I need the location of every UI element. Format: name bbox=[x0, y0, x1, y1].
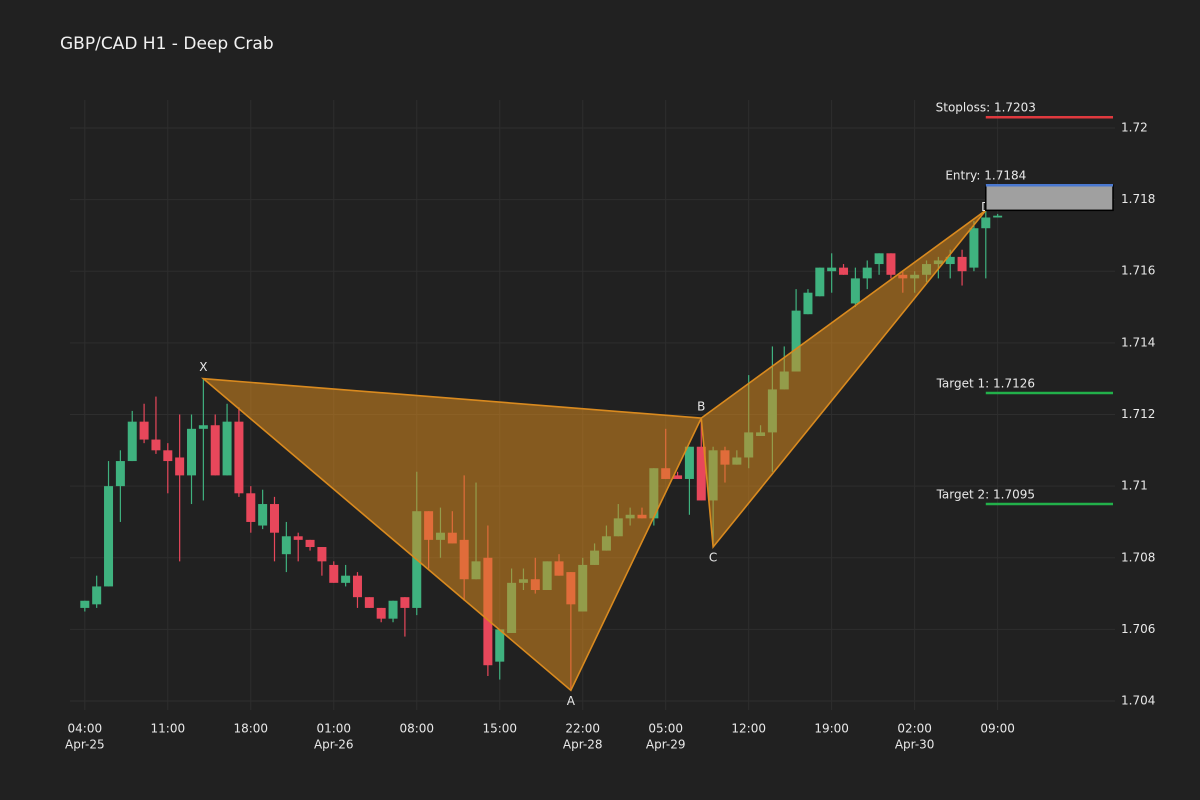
y-tick-label: 1.704 bbox=[1121, 694, 1155, 708]
x-tick-label: 04:00 bbox=[68, 722, 103, 736]
x-tick-date: Apr-25 bbox=[65, 738, 105, 752]
candle-body bbox=[305, 539, 315, 548]
candle-body bbox=[827, 267, 837, 272]
candle-body bbox=[684, 446, 694, 479]
y-tick-label: 1.714 bbox=[1121, 335, 1155, 349]
entry-zone bbox=[985, 184, 1114, 212]
y-tick-label: 1.712 bbox=[1121, 407, 1155, 421]
candle-body bbox=[400, 597, 410, 608]
y-tick-label: 1.71 bbox=[1121, 479, 1148, 493]
candle-body bbox=[329, 564, 339, 583]
y-tick-label: 1.706 bbox=[1121, 622, 1155, 636]
pattern-triangle bbox=[200, 377, 703, 692]
candle-body bbox=[364, 597, 374, 608]
level-label: Target 1: 1.7126 bbox=[936, 377, 1035, 391]
candle-body bbox=[222, 421, 232, 476]
candle-body bbox=[945, 256, 955, 265]
candle-body bbox=[163, 450, 173, 462]
y-tick-label: 1.716 bbox=[1121, 264, 1155, 278]
candle-body bbox=[839, 267, 849, 275]
pattern-triangle bbox=[700, 209, 987, 550]
x-tick-label: 11:00 bbox=[151, 722, 186, 736]
candle-body bbox=[886, 253, 896, 275]
level-label: Entry: 1.7184 bbox=[945, 169, 1026, 183]
candle-body bbox=[673, 475, 683, 479]
candle-body bbox=[198, 425, 208, 429]
candle-body bbox=[376, 607, 386, 619]
candle-body bbox=[246, 493, 256, 522]
level-label: Stoploss: 1.7203 bbox=[936, 101, 1036, 115]
candle-body bbox=[862, 267, 872, 279]
candle-body bbox=[993, 215, 1003, 218]
candle-body bbox=[969, 228, 979, 268]
x-tick-date: Apr-28 bbox=[563, 738, 603, 752]
candle-body bbox=[341, 575, 351, 583]
pattern-point-label: C bbox=[709, 551, 717, 565]
candle-body bbox=[115, 461, 125, 487]
x-tick-label: 08:00 bbox=[399, 722, 434, 736]
pattern-point-label: X bbox=[199, 360, 207, 374]
candle-body bbox=[258, 504, 268, 526]
candle-body bbox=[187, 428, 197, 476]
x-tick-label: 01:00 bbox=[316, 722, 351, 736]
candle-body bbox=[495, 629, 505, 662]
chart-title: GBP/CAD H1 - Deep Crab bbox=[60, 34, 274, 54]
x-tick-label: 05:00 bbox=[648, 722, 683, 736]
x-tick-date: Apr-30 bbox=[895, 738, 935, 752]
candle-body bbox=[210, 425, 220, 476]
x-tick-date: Apr-29 bbox=[646, 738, 686, 752]
candle-body bbox=[957, 256, 967, 272]
candle-body bbox=[815, 267, 825, 297]
x-tick-label: 15:00 bbox=[482, 722, 517, 736]
candle-body bbox=[175, 457, 185, 476]
candle-body bbox=[874, 253, 884, 265]
candle-body bbox=[388, 600, 398, 619]
pattern-point-label: A bbox=[567, 694, 576, 708]
y-tick-label: 1.718 bbox=[1121, 192, 1155, 206]
candle-body bbox=[127, 421, 137, 462]
candle-body bbox=[281, 536, 291, 555]
x-tick-label: 22:00 bbox=[565, 722, 600, 736]
x-tick-label: 09:00 bbox=[980, 722, 1015, 736]
y-tick-label: 1.72 bbox=[1121, 120, 1148, 134]
candle-body bbox=[317, 547, 327, 562]
pattern-point-label: B bbox=[697, 400, 705, 414]
candle-body bbox=[92, 586, 102, 605]
x-tick-label: 12:00 bbox=[731, 722, 766, 736]
candle-body bbox=[696, 446, 706, 501]
axes: 1.704 1.706 1.708 1.71 1.712 1.714 1.716 1.718 1… bbox=[65, 120, 1155, 751]
candle-body bbox=[80, 600, 90, 608]
candle-body bbox=[803, 292, 813, 315]
level-label: Target 2: 1.7095 bbox=[936, 488, 1035, 502]
x-tick-label: 18:00 bbox=[233, 722, 268, 736]
x-tick-date: Apr-26 bbox=[314, 738, 354, 752]
x-tick-label: 02:00 bbox=[897, 722, 932, 736]
candle-body bbox=[850, 278, 860, 304]
candle-body bbox=[981, 217, 991, 229]
candle-body bbox=[234, 421, 244, 494]
candle-body bbox=[791, 310, 801, 372]
candle-body bbox=[151, 439, 161, 451]
candle-body bbox=[352, 575, 362, 598]
candle-body bbox=[104, 486, 114, 587]
candle-body bbox=[293, 536, 303, 540]
candle-body bbox=[269, 504, 279, 533]
candle-body bbox=[139, 421, 149, 440]
y-tick-label: 1.708 bbox=[1121, 550, 1155, 564]
x-tick-label: 19:00 bbox=[814, 722, 849, 736]
